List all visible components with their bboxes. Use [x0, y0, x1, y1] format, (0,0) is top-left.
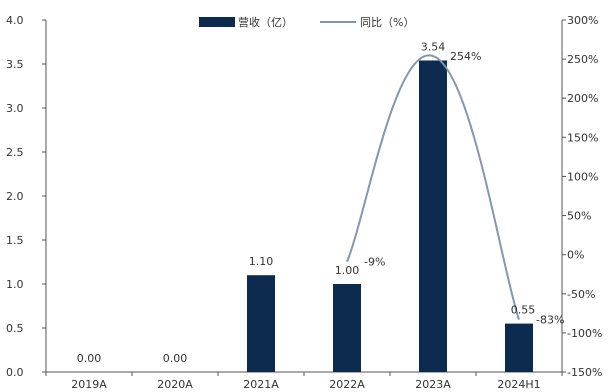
x-tick-label: 2024H1 — [497, 378, 540, 391]
legend-bar-label: 营收（亿） — [238, 15, 293, 29]
right-tick-label: 50% — [567, 210, 591, 223]
data-labels-group: 0.00 0.00 1.10 1.00 3.54 0.55 -9% 254% -83% — [77, 40, 565, 365]
right-tick-label: 0% — [567, 249, 584, 262]
left-tick-label: 0.0 — [6, 366, 24, 379]
revenue-value-label: 0.00 — [77, 352, 102, 365]
right-tick-label: 100% — [567, 170, 598, 183]
left-tick-label: 3.5 — [6, 58, 24, 71]
left-tick-label: 2.5 — [6, 146, 24, 159]
revenue-value-label: 1.10 — [249, 255, 274, 268]
yoy-line-group — [346, 54, 520, 320]
axes: 0.0 0.5 1.0 1.5 2.0 2.5 3.0 3.5 4.0 -150% -100% -50… — [6, 14, 602, 391]
revenue-value-label: 3.54 — [421, 40, 446, 53]
revenue-bar — [247, 275, 275, 372]
x-tick-label: 2023A — [415, 378, 451, 391]
x-tick-label: 2022A — [329, 378, 365, 391]
right-tick-label: 300% — [567, 14, 598, 27]
right-tick-label: -50% — [567, 288, 595, 301]
right-tick-label: -100% — [567, 327, 602, 340]
revenue-bar — [505, 323, 533, 372]
yoy-value-label: -9% — [364, 256, 385, 269]
legend-line-label: 同比（%） — [360, 16, 414, 29]
left-tick-label: 0.5 — [6, 322, 24, 335]
x-tick-label: 2019A — [71, 378, 107, 391]
right-tick-label: 250% — [567, 53, 598, 66]
revenue-value-label: 0.55 — [511, 304, 536, 317]
right-tick-label: -150% — [567, 366, 602, 379]
right-tick-label: 200% — [567, 92, 598, 105]
legend-bar-swatch — [199, 17, 235, 27]
yoy-value-label: 254% — [450, 50, 481, 63]
revenue-value-label: 0.00 — [163, 352, 188, 365]
yoy-line — [346, 54, 520, 320]
left-tick-label: 4.0 — [6, 14, 24, 27]
left-tick-label: 3.0 — [6, 102, 24, 115]
x-tick-label: 2020A — [157, 378, 193, 391]
left-tick-label: 1.5 — [6, 234, 24, 247]
x-tick-label: 2021A — [243, 378, 279, 391]
left-tick-label: 1.0 — [6, 278, 24, 291]
right-tick-label: 150% — [567, 131, 598, 144]
bars-group — [247, 60, 533, 372]
yoy-value-label: -83% — [536, 314, 564, 327]
revenue-bar — [333, 284, 361, 372]
revenue-value-label: 1.00 — [335, 264, 360, 277]
left-tick-label: 2.0 — [6, 190, 24, 203]
legend: 营收（亿） 同比（%） — [199, 15, 414, 29]
revenue-bar — [419, 60, 447, 372]
